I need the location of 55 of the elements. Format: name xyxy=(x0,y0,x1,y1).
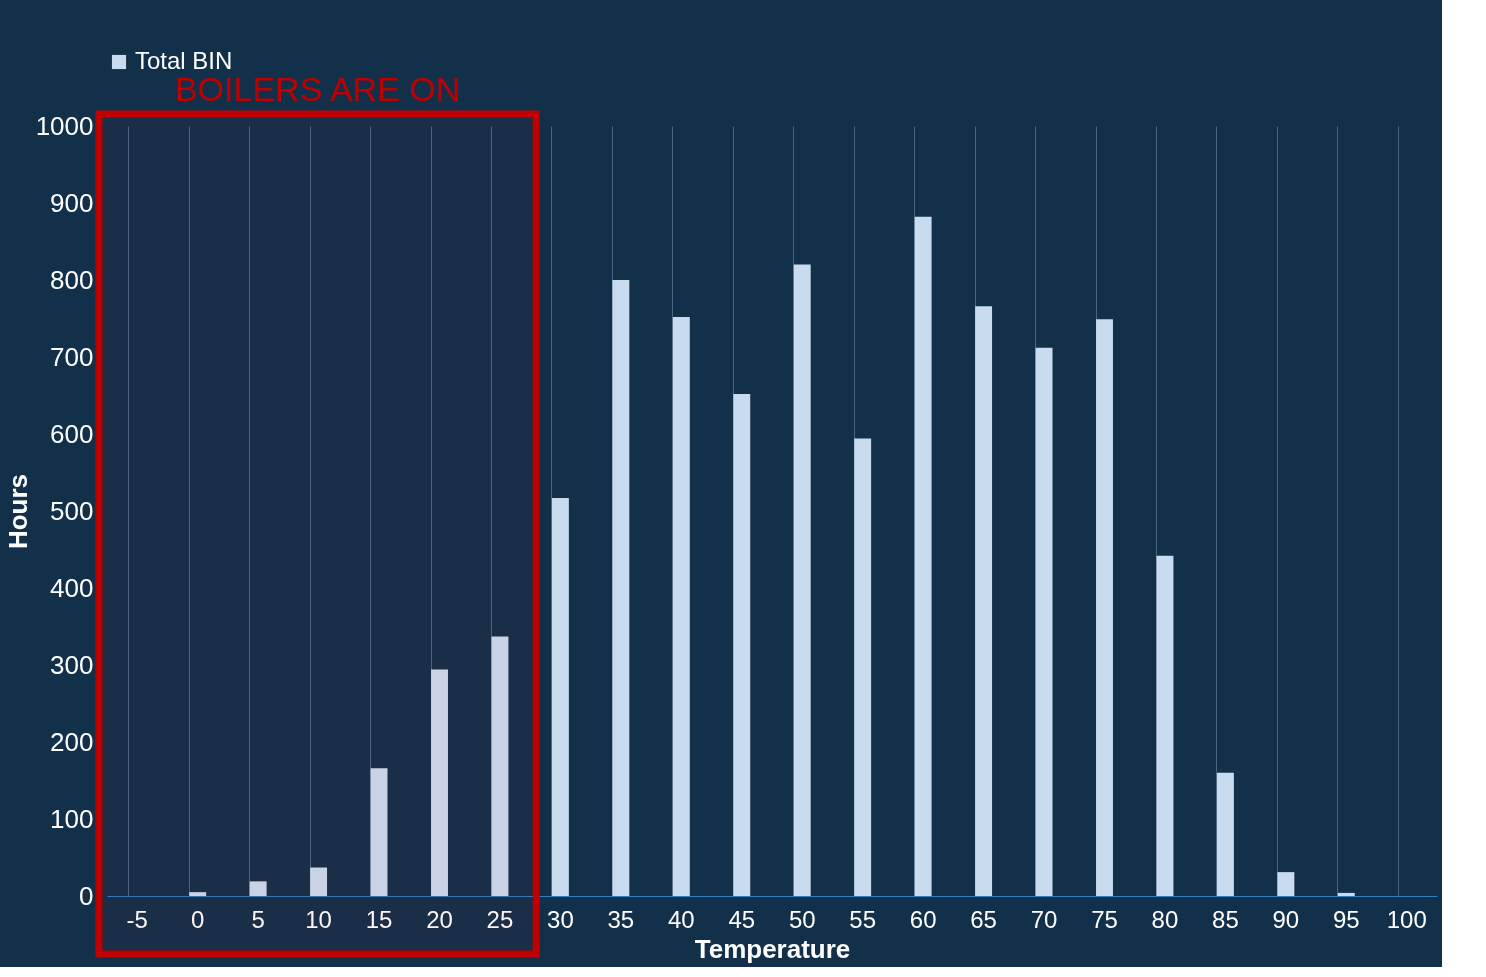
bar xyxy=(1337,892,1355,896)
bar xyxy=(672,316,690,896)
bar xyxy=(1096,319,1113,896)
bar xyxy=(793,264,811,896)
y-tick-label: 0 xyxy=(79,880,94,911)
bar xyxy=(370,768,388,896)
x-tick-label: 10 xyxy=(305,905,332,933)
x-tick-label: 100 xyxy=(1386,905,1427,933)
y-tick-label: 600 xyxy=(50,418,94,449)
x-tick-label: 45 xyxy=(728,905,756,933)
x-tick-label: 55 xyxy=(849,905,877,933)
x-tick-label: 35 xyxy=(607,905,635,933)
bar xyxy=(733,393,751,896)
bar xyxy=(189,892,207,896)
x-tick-label: 80 xyxy=(1151,905,1179,933)
bar xyxy=(249,881,267,896)
x-tick-label: 90 xyxy=(1272,905,1300,933)
bar xyxy=(1156,555,1174,896)
bar xyxy=(1216,772,1234,896)
x-tick-label: 15 xyxy=(365,905,393,933)
y-tick-label: 800 xyxy=(50,264,94,295)
bar xyxy=(854,438,872,896)
y-tick-label: 700 xyxy=(50,341,94,372)
x-tick-label: 25 xyxy=(486,905,514,933)
y-tick-label: 1000 xyxy=(35,110,94,141)
x-tick-label: 85 xyxy=(1212,905,1239,933)
y-tick-label: 100 xyxy=(50,803,94,834)
bar xyxy=(431,669,448,896)
bar xyxy=(1035,347,1053,896)
bar xyxy=(310,867,328,896)
x-tick-label: 20 xyxy=(426,905,453,933)
y-tick-label: 500 xyxy=(50,495,94,526)
x-tick-label: 95 xyxy=(1332,905,1360,933)
y-tick-label: 200 xyxy=(50,726,94,757)
x-tick-label: 0 xyxy=(191,905,205,933)
x-tick-label: 40 xyxy=(667,905,695,933)
x-tick-label: 75 xyxy=(1091,905,1118,933)
y-tick-label: 300 xyxy=(50,649,94,680)
x-tick-label: 60 xyxy=(909,905,937,933)
y-tick-label: 400 xyxy=(50,572,94,603)
bar xyxy=(612,280,630,896)
x-tick-label: 30 xyxy=(547,905,574,933)
bar xyxy=(975,306,993,896)
x-tick-label: 5 xyxy=(251,905,265,933)
x-tick-label: 50 xyxy=(788,905,816,933)
bar xyxy=(1277,872,1295,896)
y-axis-title: Hours xyxy=(2,473,33,550)
x-axis-title: Temperature xyxy=(694,933,851,964)
x-tick-label: 65 xyxy=(970,905,997,933)
bar xyxy=(491,636,509,896)
x-tick-label: -5 xyxy=(126,905,148,933)
bar xyxy=(914,216,932,896)
y-tick-label: 900 xyxy=(50,187,94,218)
x-tick-label: 70 xyxy=(1030,905,1058,933)
bar xyxy=(551,497,569,896)
